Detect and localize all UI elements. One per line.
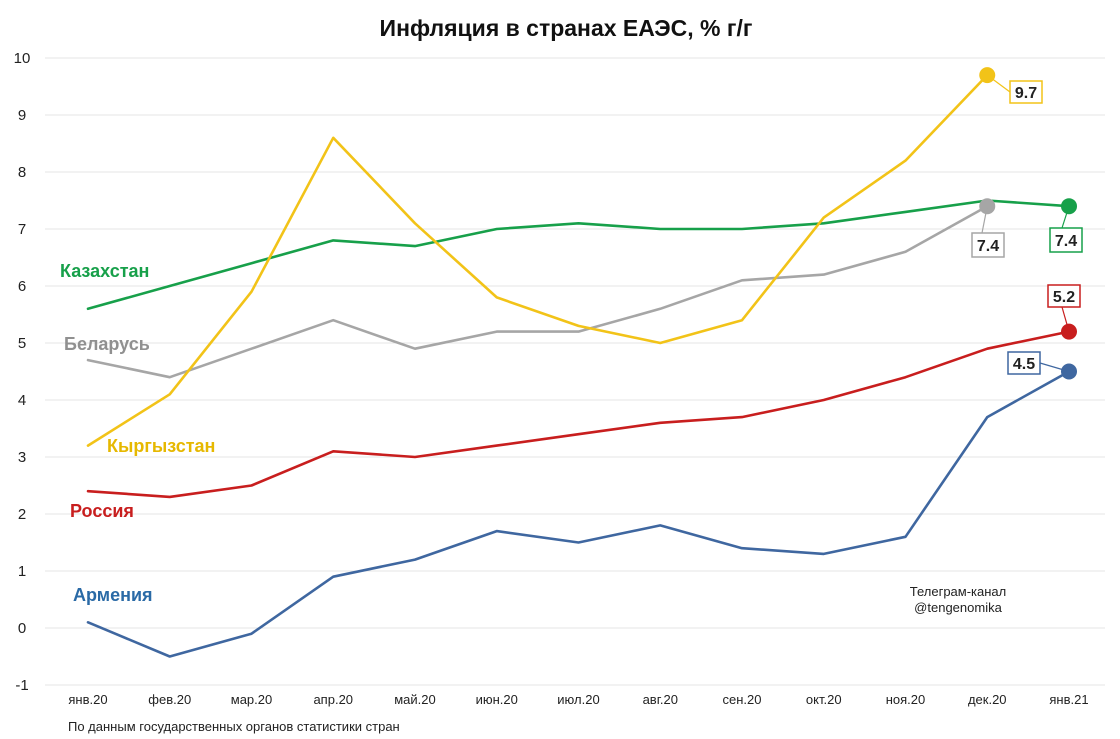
x-tick-label: фев.20 (148, 692, 191, 707)
x-tick-label: окт.20 (806, 692, 842, 707)
y-tick-label: 0 (18, 620, 26, 637)
callout-value-3: 5.2 (1053, 289, 1075, 306)
x-tick-label: май.20 (394, 692, 436, 707)
footnote: По данным государственных органов статис… (68, 719, 400, 734)
chart-title: Инфляция в странах ЕАЭС, % г/г (380, 15, 753, 41)
series-line-3 (86, 330, 1071, 499)
callout-box-3 (1047, 284, 1081, 308)
y-tick-label: 4 (18, 392, 26, 409)
x-axis-ticks: янв.20 фев.20 мар.20 апр.20 май.20 июн.20 июл.… (68, 692, 1088, 707)
x-tick-label: ноя.20 (886, 692, 926, 707)
credit-line-1: Телеграм-канал (910, 584, 1007, 599)
telegram-credit: Телеграм-канал @tengenomika (910, 584, 1007, 615)
value-callouts: 9.7 7.4 7.4 5.2 4.5 (971, 74, 1083, 375)
callout-box-1 (971, 232, 1005, 258)
x-tick-label: мар.20 (231, 692, 272, 707)
x-tick-label: июл.20 (557, 692, 599, 707)
y-tick-label: 10 (14, 50, 31, 67)
callout-value-1: 7.4 (977, 238, 999, 255)
callout-leader-1 (981, 206, 988, 234)
y-tick-label: 9 (18, 107, 26, 124)
x-tick-label: авг.20 (643, 692, 678, 707)
series-label-russia: Россия (70, 501, 134, 521)
y-tick-label: 3 (18, 449, 26, 466)
credit-line-2: @tengenomika (914, 600, 1002, 615)
callout-leader-0 (986, 74, 1011, 93)
callout-leader-4 (1039, 362, 1070, 373)
y-tick-label: 6 (18, 278, 26, 295)
x-tick-label: июн.20 (476, 692, 518, 707)
callout-leader-3 (1061, 306, 1070, 332)
x-tick-label: янв.20 (68, 692, 107, 707)
y-tick-label: -1 (15, 677, 28, 694)
gridlines (45, 57, 1105, 686)
callout-value-0: 9.7 (1015, 85, 1037, 102)
callout-box-0 (1009, 80, 1043, 104)
series-labels: Казахстан Беларусь Кыргызстан Россия Арм… (60, 261, 215, 605)
series-line-4 (86, 370, 1071, 658)
series-label-belarus: Беларусь (64, 334, 150, 354)
series-label-kazakhstan: Казахстан (60, 261, 149, 281)
x-tick-label: дек.20 (968, 692, 1007, 707)
series-label-armenia: Армения (73, 585, 153, 605)
callout-leader-2 (1061, 206, 1070, 229)
y-tick-label: 8 (18, 164, 26, 181)
series-lines (86, 67, 1077, 658)
callout-box-4 (1007, 351, 1041, 375)
y-tick-label: 2 (18, 506, 26, 523)
y-tick-label: 7 (18, 221, 26, 238)
callout-box-2 (1049, 227, 1083, 253)
callout-value-4: 4.5 (1013, 356, 1035, 373)
x-tick-label: янв.21 (1049, 692, 1088, 707)
y-tick-label: 5 (18, 335, 26, 352)
series-line-0 (86, 199, 1071, 311)
y-tick-label: 1 (18, 563, 26, 580)
y-axis-ticks: -1 0 1 2 3 4 5 6 7 8 9 10 (14, 50, 31, 694)
series-line-2 (86, 73, 989, 447)
callout-value-2: 7.4 (1055, 233, 1077, 250)
x-tick-label: апр.20 (313, 692, 353, 707)
series-label-kyrgyzstan: Кыргызстан (107, 436, 215, 456)
series-line-1 (86, 204, 989, 379)
x-tick-label: сен.20 (723, 692, 762, 707)
